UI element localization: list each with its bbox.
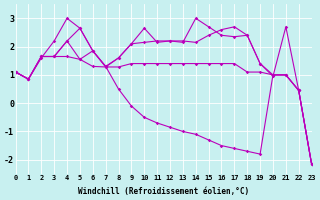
X-axis label: Windchill (Refroidissement éolien,°C): Windchill (Refroidissement éolien,°C) <box>78 187 249 196</box>
